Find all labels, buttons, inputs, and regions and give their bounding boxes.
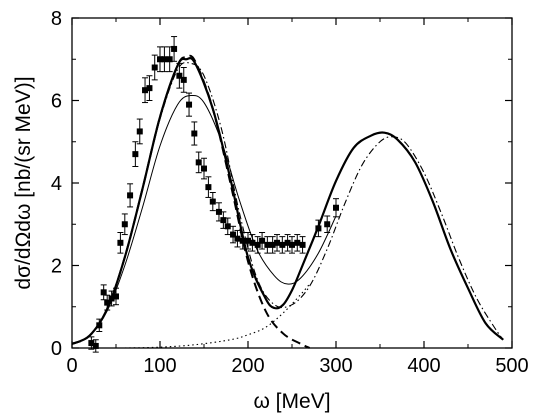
data-point <box>299 241 306 248</box>
data-point <box>269 241 276 248</box>
data-point <box>180 76 187 83</box>
data-point <box>136 128 143 135</box>
data-point <box>166 56 173 63</box>
data-point <box>220 217 227 224</box>
data-point <box>201 165 207 172</box>
data-point <box>249 239 256 246</box>
data-point <box>117 239 124 246</box>
x-tick-label: 100 <box>143 355 176 377</box>
plot-frame <box>71 17 513 349</box>
x-tick-label: 400 <box>407 355 440 377</box>
x-tick-label: 300 <box>319 355 352 377</box>
data-point <box>264 241 271 248</box>
data-point <box>259 237 266 244</box>
data-point <box>108 295 115 302</box>
data-point <box>245 237 251 244</box>
data-point <box>96 322 103 329</box>
data-point <box>254 241 261 248</box>
data-point <box>215 208 222 215</box>
data-point <box>209 198 216 205</box>
x-tick-label: 500 <box>495 355 528 377</box>
series-curve-dash-dot <box>71 61 504 345</box>
data-point <box>239 237 246 244</box>
y-tick-label: 2 <box>51 256 62 278</box>
data-point <box>195 159 202 166</box>
data-point <box>92 342 99 349</box>
data-point <box>161 56 168 63</box>
y-tick-label: 4 <box>51 173 62 195</box>
y-axis-title: dσ/dΩdω [nb/(sr MeV)] <box>12 76 35 289</box>
data-point <box>191 130 198 137</box>
x-tick-label: 200 <box>231 355 264 377</box>
y-tick-label: 0 <box>51 338 62 360</box>
curves-layer <box>71 54 504 349</box>
data-point <box>186 101 193 108</box>
data-point <box>121 221 128 228</box>
ticks-layer: 0 100 200 300 400 500 0 2 4 6 8 <box>51 8 529 377</box>
data-point <box>113 293 119 300</box>
series-curve-thick-solid <box>71 57 504 345</box>
data-point <box>274 239 281 246</box>
data-point <box>157 56 163 63</box>
data-point <box>294 239 301 246</box>
data-point <box>289 241 295 248</box>
series-curve-dotted <box>124 283 311 349</box>
data-point <box>151 64 158 71</box>
x-axis-title: ω [MeV] <box>253 390 330 413</box>
data-point <box>234 235 241 242</box>
data-point <box>333 204 339 211</box>
data-point <box>279 241 286 248</box>
data-point <box>284 239 291 246</box>
data-points-layer <box>88 36 339 353</box>
series-curve-thin-solid <box>71 94 337 345</box>
y-tick-label: 8 <box>51 8 62 30</box>
data-point <box>88 340 95 347</box>
data-point <box>324 221 331 228</box>
data-point <box>230 231 237 238</box>
data-point <box>205 184 212 191</box>
data-point <box>100 289 107 296</box>
data-point <box>142 87 149 94</box>
x-tick-label: 0 <box>66 355 77 377</box>
y-tick-label: 6 <box>51 91 62 113</box>
data-point <box>315 225 322 232</box>
data-point <box>127 192 134 199</box>
data-point <box>146 85 153 92</box>
data-point <box>176 72 183 79</box>
data-point <box>104 299 111 306</box>
data-point <box>224 223 231 230</box>
data-point <box>132 151 139 158</box>
series-curve-dashed <box>71 54 311 349</box>
data-point <box>171 45 178 52</box>
